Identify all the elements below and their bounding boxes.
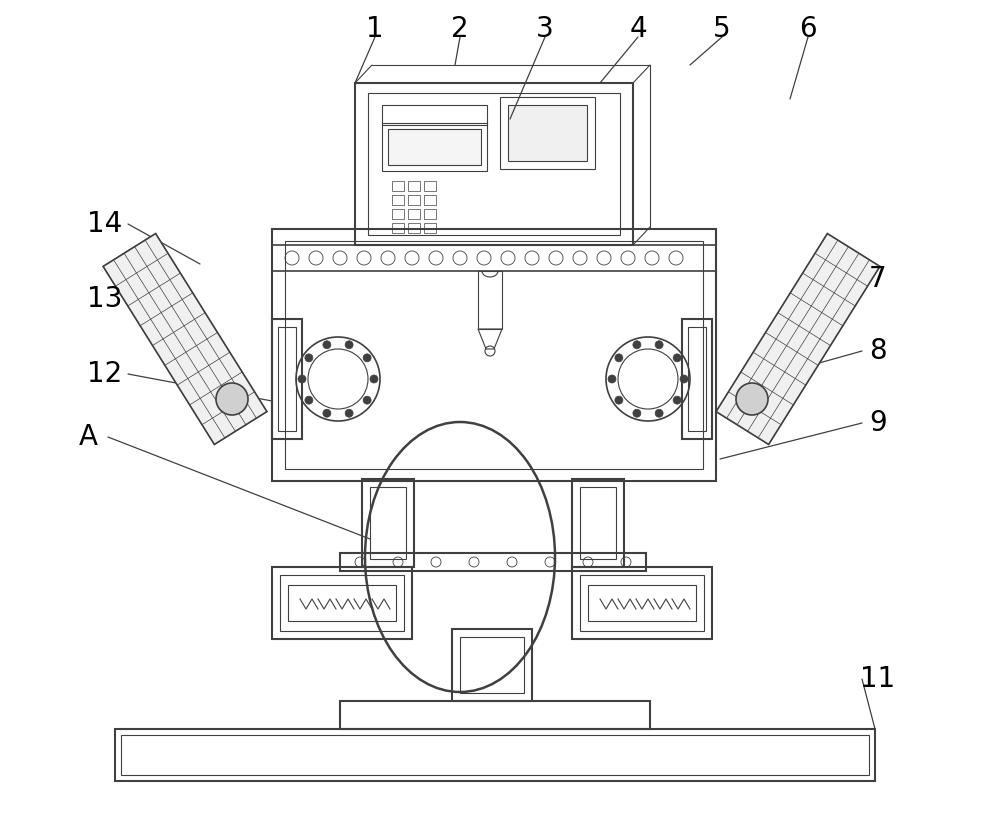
Bar [370,487,406,559]
Text: 6: 6 [799,15,817,43]
Text: 3: 3 [536,15,554,43]
Text: 2: 2 [451,15,469,43]
Circle shape [633,410,641,417]
Bar [682,319,712,439]
Circle shape [305,354,313,362]
Bar [362,479,414,567]
Bar [340,553,646,571]
Text: A: A [78,423,98,451]
Bar [388,129,481,165]
Bar [392,195,404,205]
Bar [572,567,712,639]
Bar [580,487,616,559]
Bar [688,327,706,431]
Bar [424,195,436,205]
Bar [424,209,436,219]
Circle shape [608,375,616,383]
Text: 8: 8 [869,337,887,365]
Bar [408,223,420,233]
Circle shape [323,410,331,417]
Circle shape [655,410,663,417]
Bar [382,105,487,125]
Bar [424,223,436,233]
Bar [500,97,595,169]
Bar [340,701,650,729]
Bar [280,575,404,631]
Text: 7: 7 [869,265,887,293]
Bar [285,241,703,469]
Bar [272,319,302,439]
Circle shape [323,341,331,349]
Bar [272,229,716,481]
Circle shape [615,354,623,362]
Text: 5: 5 [713,15,731,43]
Text: 13: 13 [87,285,123,313]
Bar [392,223,404,233]
Bar [115,729,875,781]
Circle shape [633,341,641,349]
Circle shape [655,341,663,349]
Bar [288,585,396,621]
Bar [368,93,620,235]
Bar [272,245,716,271]
Bar [408,181,420,191]
Bar [508,105,587,161]
Text: 11: 11 [860,665,896,693]
Bar [572,479,624,567]
Text: 14: 14 [87,210,123,238]
Text: 12: 12 [87,360,123,388]
Bar [355,83,633,245]
Polygon shape [103,233,267,445]
Circle shape [363,396,371,404]
Bar [392,209,404,219]
Bar [424,181,436,191]
Circle shape [363,354,371,362]
Text: 9: 9 [869,409,887,437]
Bar [460,637,524,693]
Circle shape [345,341,353,349]
Circle shape [345,410,353,417]
Circle shape [370,375,378,383]
Bar [580,575,704,631]
Bar [408,209,420,219]
Bar [272,567,412,639]
Circle shape [680,375,688,383]
Bar [392,181,404,191]
Circle shape [673,396,681,404]
Bar [408,195,420,205]
Circle shape [615,396,623,404]
Bar [588,585,696,621]
Text: 4: 4 [629,15,647,43]
Bar [382,123,487,171]
Bar [278,327,296,431]
Circle shape [298,375,306,383]
Bar [478,271,502,329]
Polygon shape [716,233,880,445]
Circle shape [216,383,248,415]
Bar [121,735,869,775]
Text: 1: 1 [366,15,384,43]
Circle shape [673,354,681,362]
Circle shape [305,396,313,404]
Bar [452,629,532,701]
Circle shape [736,383,768,415]
